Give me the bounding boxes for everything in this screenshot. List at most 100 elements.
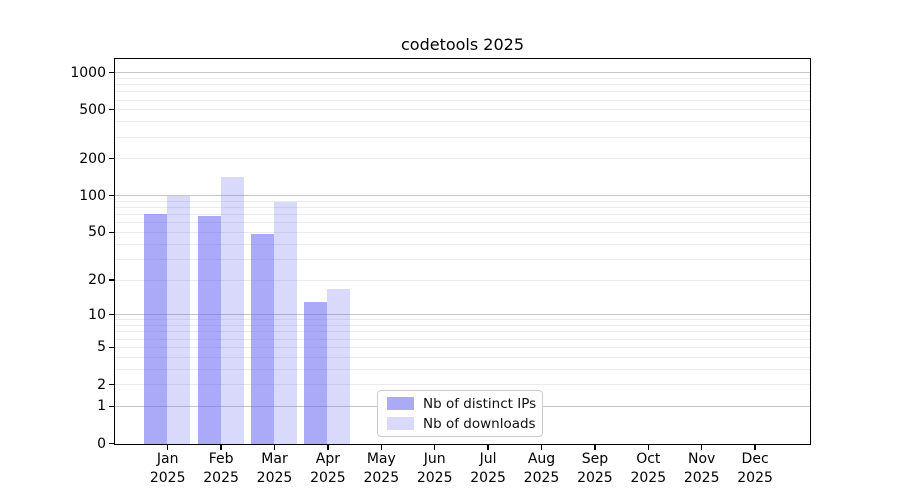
- x-tick-mark: [167, 445, 169, 450]
- bar-apr-series-0: [304, 302, 328, 444]
- x-tick-label-mar: Mar 2025: [235, 450, 315, 488]
- gridline-50: [115, 231, 810, 233]
- x-tick-year: 2025: [363, 470, 400, 486]
- x-tick-year: 2025: [256, 470, 293, 486]
- gridline-70: [115, 214, 810, 216]
- x-tick-month: Mar: [261, 451, 288, 467]
- x-tick-month: Sep: [581, 451, 609, 467]
- x-tick-label-jan: Jan 2025: [128, 450, 208, 488]
- gridline-20: [115, 279, 810, 281]
- x-tick-mark: [540, 445, 543, 450]
- y-tick-mark: [109, 314, 114, 316]
- x-tick-mark: [220, 445, 222, 450]
- x-tick-year: 2025: [630, 470, 667, 486]
- y-tick-label-50: 50: [88, 224, 106, 241]
- gridline-5: [115, 346, 810, 348]
- gridline-60: [115, 222, 810, 224]
- y-tick-mark: [109, 405, 114, 407]
- y-tick-label-500: 500: [79, 101, 106, 118]
- x-tick-mark: [487, 445, 489, 450]
- gridline-8: [115, 325, 810, 327]
- x-tick-mark: [273, 445, 276, 450]
- x-tick-month: Jan: [156, 451, 179, 467]
- y-tick-mark: [109, 279, 114, 281]
- x-tick-label-may: May 2025: [341, 450, 421, 488]
- x-tick-year: 2025: [149, 470, 186, 486]
- y-tick-label-5: 5: [97, 339, 106, 356]
- y-tick-mark: [109, 442, 114, 445]
- y-tick-label-1000: 1000: [70, 64, 106, 81]
- y-tick-label-10: 10: [88, 306, 106, 323]
- y-tick-mark: [109, 195, 114, 197]
- x-tick-month: Oct: [636, 451, 661, 467]
- gridline-6: [115, 338, 810, 340]
- y-tick-mark: [109, 158, 114, 160]
- x-tick-year: 2025: [737, 470, 773, 486]
- x-tick-label-aug: Aug 2025: [502, 450, 582, 488]
- legend-item-1: Nb of downloads: [387, 415, 536, 432]
- x-tick-mark: [594, 445, 596, 450]
- bar-feb-series-0: [197, 215, 221, 444]
- gridline-7: [115, 331, 810, 333]
- x-tick-label-oct: Oct 2025: [608, 450, 688, 488]
- y-tick-mark: [109, 383, 114, 386]
- gridline-1000: [115, 72, 810, 74]
- bar-apr-series-1: [327, 288, 351, 444]
- legend-label: Nb of downloads: [423, 415, 536, 432]
- gridline-10: [115, 314, 810, 316]
- gridline-600: [115, 99, 810, 101]
- gridline-30: [115, 258, 810, 260]
- x-tick-mark: [701, 445, 703, 450]
- gridline-800: [115, 84, 810, 86]
- plot-area: Nb of distinct IPs Nb of downloads: [114, 58, 811, 445]
- bar-jan-series-0: [144, 213, 168, 444]
- legend-item-0: Nb of distinct IPs: [387, 395, 537, 412]
- x-tick-month: Apr: [315, 451, 340, 467]
- y-tick-label-200: 200: [79, 150, 106, 167]
- x-tick-year: 2025: [523, 470, 560, 486]
- x-tick-label-dec: Dec 2025: [715, 450, 795, 488]
- y-tick-mark: [109, 109, 114, 111]
- x-tick-mark: [380, 445, 382, 450]
- x-tick-year: 2025: [416, 470, 453, 486]
- bar-jan-series-1: [167, 196, 191, 444]
- x-tick-year: 2025: [310, 470, 346, 486]
- gridline-100: [115, 195, 810, 197]
- legend-swatch-icon: [387, 417, 414, 430]
- gridline-3: [115, 368, 810, 370]
- x-tick-month: Jul: [479, 451, 497, 467]
- x-tick-month: Jun: [423, 451, 446, 467]
- y-tick-mark: [109, 346, 114, 348]
- x-tick-year: 2025: [577, 470, 613, 486]
- y-tick-label-2: 2: [97, 376, 106, 393]
- bar-mar-series-0: [251, 234, 274, 444]
- x-tick-month: May: [366, 451, 396, 467]
- gridline-9: [115, 319, 810, 321]
- gridline-4: [115, 356, 810, 358]
- gridline-400: [115, 121, 810, 123]
- x-tick-label-apr: Apr 2025: [288, 450, 368, 488]
- x-tick-year: 2025: [683, 470, 720, 486]
- x-tick-month: Nov: [688, 451, 716, 467]
- bar-feb-series-1: [220, 176, 244, 444]
- y-tick-mark: [109, 231, 114, 234]
- gridline-80: [115, 207, 810, 209]
- y-tick-mark: [109, 71, 114, 74]
- x-tick-label-jun: Jun 2025: [395, 450, 475, 488]
- x-tick-label-jul: Jul 2025: [448, 450, 528, 488]
- y-tick-label-0: 0: [97, 435, 106, 452]
- x-tick-mark: [754, 445, 756, 450]
- legend: Nb of distinct IPs Nb of downloads: [377, 390, 543, 437]
- x-tick-mark: [434, 445, 436, 450]
- x-tick-year: 2025: [203, 470, 239, 486]
- gridline-40: [115, 243, 810, 245]
- x-tick-mark: [327, 445, 329, 450]
- x-tick-month: Dec: [741, 451, 769, 467]
- x-tick-year: 2025: [470, 470, 506, 486]
- gridline-300: [115, 136, 810, 138]
- gridline-500: [115, 109, 810, 111]
- gridline-200: [115, 158, 810, 160]
- legend-label: Nb of distinct IPs: [423, 395, 537, 412]
- y-tick-label-100: 100: [79, 187, 106, 204]
- y-tick-label-1: 1: [97, 398, 106, 415]
